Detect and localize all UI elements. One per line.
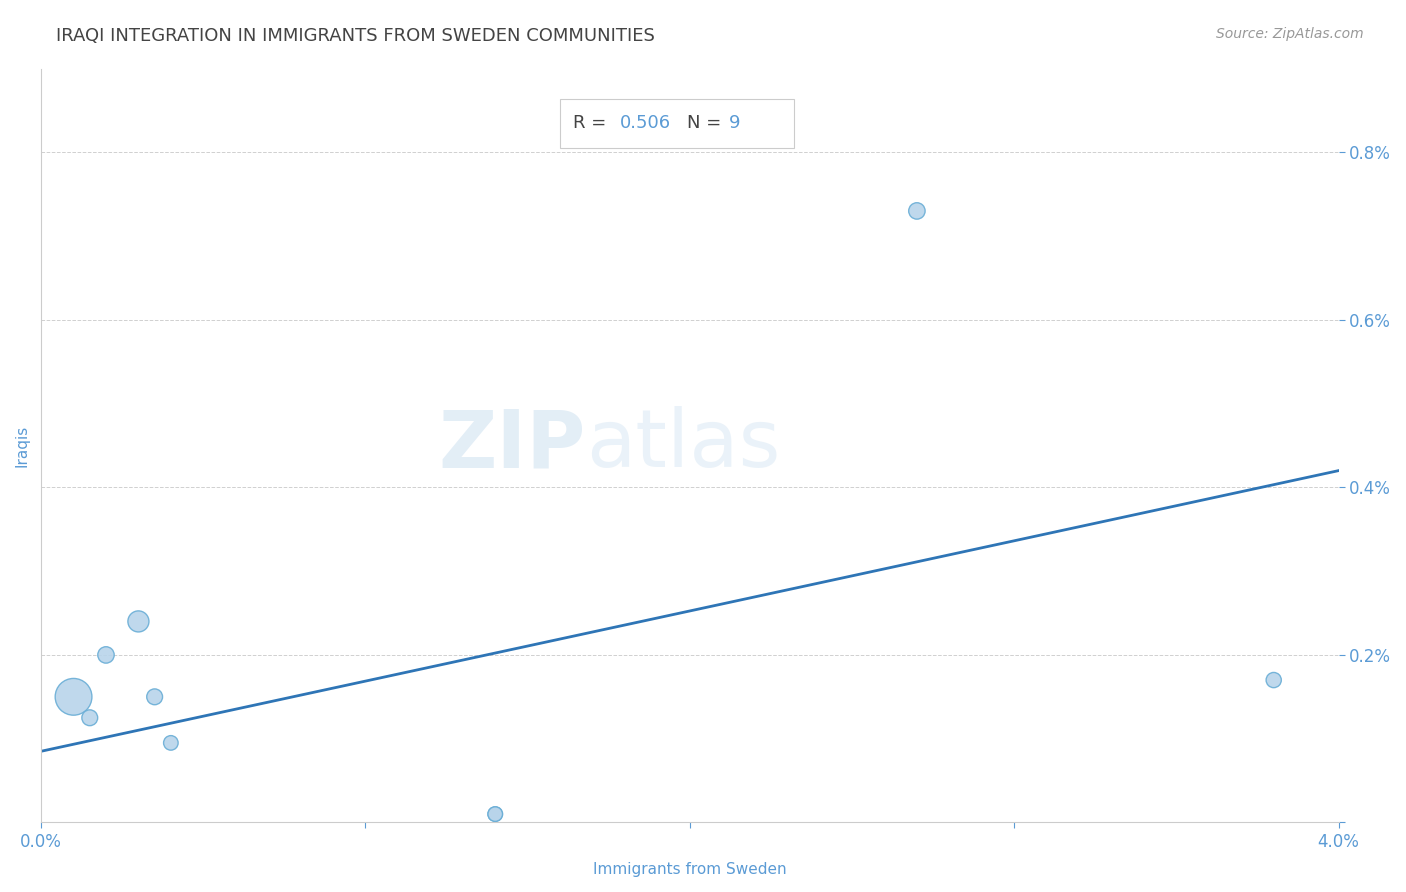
Y-axis label: Iraqis: Iraqis	[15, 425, 30, 467]
Point	[484, 807, 506, 822]
Text: ZIP: ZIP	[439, 407, 586, 484]
Point	[484, 807, 506, 822]
Point	[143, 690, 166, 704]
Point	[905, 203, 928, 218]
X-axis label: Immigrants from Sweden: Immigrants from Sweden	[593, 862, 787, 877]
Text: 0.506: 0.506	[620, 114, 671, 132]
Point	[62, 690, 84, 704]
Text: Source: ZipAtlas.com: Source: ZipAtlas.com	[1216, 27, 1364, 41]
Text: 9: 9	[728, 114, 741, 132]
Point	[94, 648, 117, 662]
Text: R =: R =	[574, 114, 612, 132]
Point	[79, 711, 101, 725]
Point	[127, 615, 149, 629]
Text: IRAQI INTEGRATION IN IMMIGRANTS FROM SWEDEN COMMUNITIES: IRAQI INTEGRATION IN IMMIGRANTS FROM SWE…	[56, 27, 655, 45]
Point	[1263, 673, 1285, 687]
Text: N =: N =	[688, 114, 727, 132]
FancyBboxPatch shape	[560, 99, 793, 148]
Text: atlas: atlas	[586, 407, 780, 484]
Point	[160, 736, 183, 750]
